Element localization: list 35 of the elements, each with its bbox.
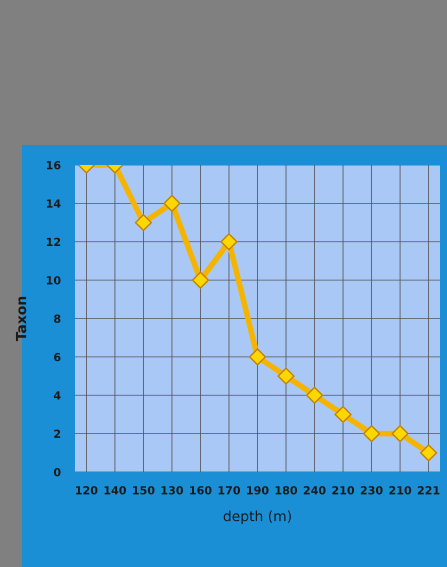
y-tick-label: 4 — [54, 391, 61, 400]
y-tick-label: 8 — [54, 314, 60, 323]
y-tick-label: 12 — [46, 238, 60, 246]
x-tick-label: 150 — [133, 486, 155, 494]
y-tick-label: 16 — [46, 160, 61, 170]
point — [392, 425, 409, 442]
x-tick-label: 170 — [218, 486, 240, 494]
x-axis-title: depth (m) — [224, 510, 291, 524]
x-tick-label: 230 — [360, 486, 383, 494]
y-tick-label: 2 — [54, 430, 60, 438]
y-tick-label: 0 — [54, 468, 61, 476]
point — [192, 272, 210, 289]
x-tick-label: 160 — [190, 486, 212, 494]
x-tick-label: 190 — [247, 486, 269, 494]
point — [334, 406, 352, 423]
y-tick-label: 10 — [46, 276, 61, 285]
y-tick-label: 14 — [46, 199, 61, 208]
point — [420, 444, 438, 462]
point — [163, 194, 181, 212]
point — [248, 348, 266, 366]
x-tick-label: 130 — [162, 486, 184, 494]
point — [306, 386, 324, 404]
x-tick-label: 120 — [76, 486, 98, 494]
x-tick-label: 210 — [389, 486, 412, 494]
point — [220, 233, 238, 250]
y-tick-label: 6 — [54, 352, 61, 362]
point — [134, 214, 152, 232]
x-tick-label: 240 — [304, 486, 326, 494]
point — [363, 425, 380, 442]
y-axis-title: Taxon — [16, 296, 26, 342]
x-tick-label: 140 — [104, 486, 126, 494]
x-tick-label: 221 — [418, 486, 440, 494]
x-tick-label: 180 — [276, 486, 298, 494]
x-tick-label: 210 — [332, 486, 354, 494]
point — [277, 368, 295, 385]
